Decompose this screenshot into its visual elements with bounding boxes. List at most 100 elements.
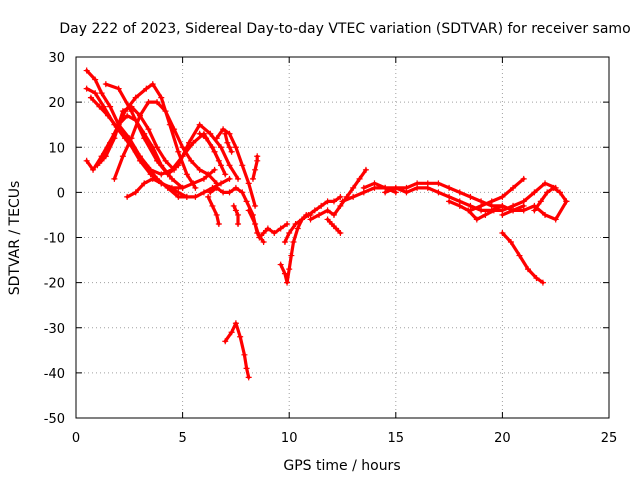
data-point (520, 198, 527, 205)
data-point (192, 193, 199, 200)
data-point (350, 184, 357, 191)
data-point (220, 126, 227, 133)
data-point (382, 189, 389, 196)
grid (76, 57, 609, 418)
series-line (500, 231, 545, 285)
data-point (542, 211, 549, 218)
data-point (292, 220, 299, 227)
data-point (446, 184, 453, 191)
data-point (237, 333, 244, 340)
data-point (143, 85, 150, 92)
data-point (83, 67, 90, 74)
data-point (260, 229, 267, 236)
data-point (232, 144, 239, 151)
data-point (149, 175, 156, 182)
data-point (175, 189, 182, 196)
data-point (542, 180, 549, 187)
data-point (107, 103, 114, 110)
data-point (249, 175, 256, 182)
data-point (556, 189, 563, 196)
data-point (539, 279, 546, 286)
data-point (424, 184, 431, 191)
data-point (149, 81, 156, 88)
data-point (510, 207, 517, 214)
data-point (510, 184, 517, 191)
data-point (435, 189, 442, 196)
x-tick-label: 25 (601, 431, 618, 446)
data-point (111, 135, 118, 142)
data-point (168, 175, 175, 182)
data-point (245, 180, 252, 187)
series-arc-8 (111, 99, 220, 187)
data-point (371, 180, 378, 187)
y-tick-label: 30 (48, 51, 65, 66)
data-point (392, 184, 399, 191)
data-point (92, 90, 99, 97)
data-point (350, 193, 357, 200)
data-point (550, 184, 557, 191)
data-point (245, 207, 252, 214)
data-point (473, 216, 480, 223)
data-point (207, 130, 214, 137)
data-point (83, 157, 90, 164)
series-line (223, 132, 234, 154)
data-point (281, 239, 288, 246)
data-point (307, 216, 314, 223)
y-tick-label: -10 (44, 232, 65, 247)
data-point (239, 162, 246, 169)
data-point (102, 153, 109, 160)
data-point (337, 202, 344, 209)
data-point (205, 171, 212, 178)
data-point (277, 225, 284, 232)
series-arc-20 (281, 193, 344, 246)
data-point (228, 148, 235, 155)
data-point (132, 94, 139, 101)
data-point (213, 211, 220, 218)
data-point (245, 374, 252, 381)
data-point (252, 220, 259, 227)
data-point (115, 85, 122, 92)
data-point (96, 103, 103, 110)
data-point (226, 175, 233, 182)
data-point (235, 175, 242, 182)
data-point (286, 229, 293, 236)
data-point (516, 252, 523, 259)
data-point (215, 157, 222, 164)
series-arc-22 (324, 216, 344, 236)
data-point (217, 180, 224, 187)
data-point (360, 184, 367, 191)
data-point (271, 229, 278, 236)
data-point (232, 184, 239, 191)
data-point (166, 184, 173, 191)
data-point (324, 198, 331, 205)
chart-title: Day 222 of 2023, Sidereal Day-to-day VTE… (59, 21, 630, 37)
data-point (136, 112, 143, 119)
data-point (83, 85, 90, 92)
y-tick-label: -30 (44, 322, 65, 337)
data-point (175, 148, 182, 155)
series-arc-13 (205, 193, 222, 227)
data-point (252, 202, 259, 209)
series-arc-9 (124, 175, 233, 200)
data-point (209, 202, 216, 209)
x-tick-label: 10 (281, 431, 298, 446)
data-point (252, 166, 259, 173)
x-tick-label: 0 (72, 431, 80, 446)
data-point (281, 270, 288, 277)
data-point (226, 189, 233, 196)
series-arc-30 (499, 229, 546, 286)
data-point (241, 351, 248, 358)
data-point (232, 207, 239, 214)
data-point (104, 112, 111, 119)
data-point (192, 184, 199, 191)
data-point (235, 220, 242, 227)
data-point (111, 175, 118, 182)
series-arc-14 (222, 130, 235, 155)
data-point (164, 171, 171, 178)
data-point (171, 126, 178, 133)
data-point (531, 207, 538, 214)
data-point (203, 135, 210, 142)
data-point (294, 225, 301, 232)
